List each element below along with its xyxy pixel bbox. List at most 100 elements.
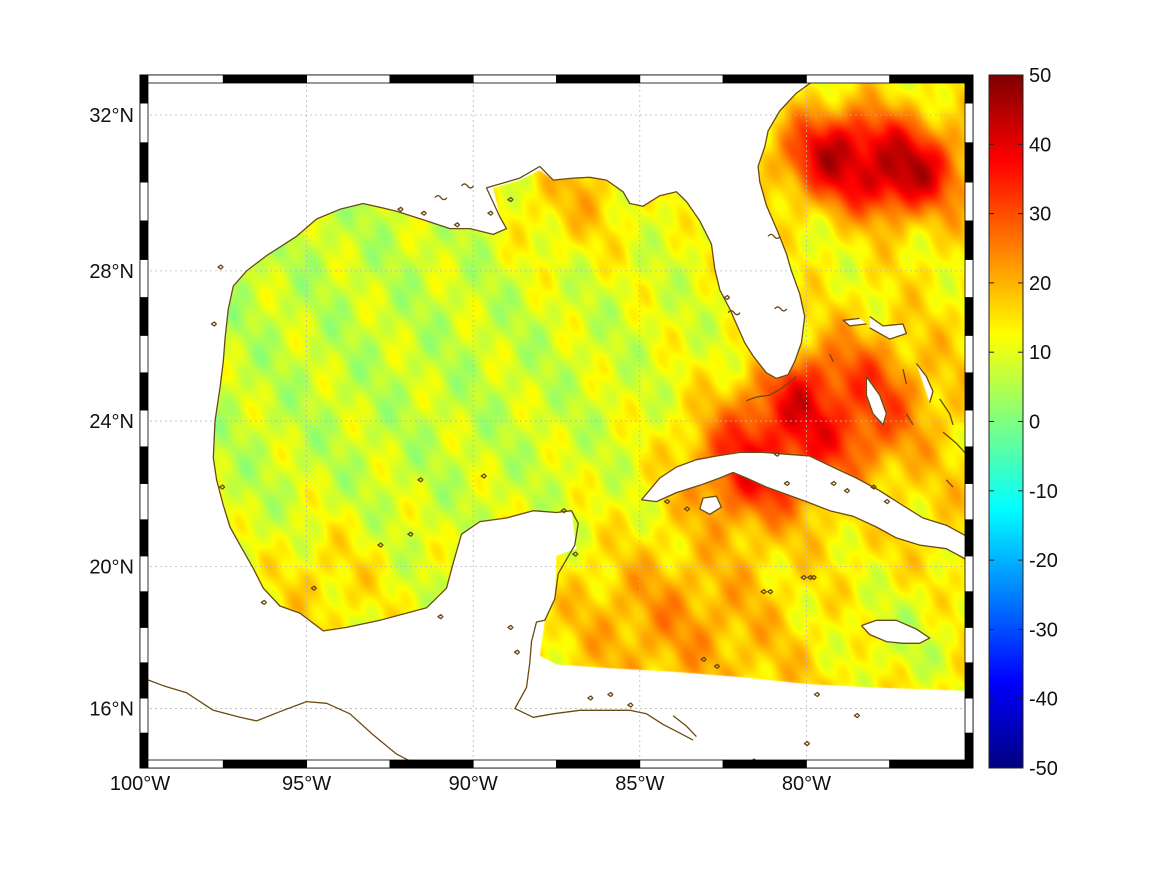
frame-segment	[139, 555, 149, 593]
coastline-bahamas-10	[945, 479, 954, 488]
small-island	[883, 498, 891, 505]
frame-segment	[389, 74, 474, 84]
small-island	[453, 222, 461, 228]
small-island	[310, 585, 317, 591]
frame-segment	[639, 759, 724, 769]
map-frame	[139, 74, 974, 769]
small-island	[800, 574, 807, 581]
frame-segment	[964, 220, 974, 260]
longitude-tick-label: 90°W	[449, 773, 498, 795]
frame-segment	[139, 519, 149, 557]
frame-segment	[139, 446, 149, 484]
longitude-tick-label: 85°W	[615, 773, 664, 795]
small-island	[377, 542, 384, 548]
colorbar-tick-label: 10	[1029, 342, 1051, 364]
small-island	[217, 264, 224, 270]
coastline-gulf-mexico	[212, 165, 694, 741]
small-island	[713, 663, 721, 669]
coastline-bahamas-6	[829, 353, 834, 362]
frame-segment	[964, 74, 974, 104]
small-island	[830, 480, 837, 487]
longitude-tick-label: 95°W	[282, 773, 331, 795]
small-island	[813, 691, 821, 698]
small-island	[607, 691, 614, 698]
frame-segment	[964, 555, 974, 593]
small-island	[587, 695, 594, 701]
frame-segment	[964, 142, 974, 183]
colorbar-tick-label: -10	[1029, 481, 1058, 503]
coastline	[140, 75, 973, 768]
frame-segment	[139, 483, 149, 521]
inland-water	[461, 183, 475, 189]
colorbar-tick-label: 40	[1029, 134, 1051, 156]
frame-segment	[964, 662, 974, 699]
frame-segment	[556, 759, 641, 769]
small-island	[663, 498, 671, 505]
colorbar-tick-label: 20	[1029, 273, 1051, 295]
frame-segment	[964, 626, 974, 664]
frame-segment	[964, 519, 974, 557]
small-island	[397, 206, 404, 212]
colorbar-tick-label: -30	[1029, 619, 1058, 641]
small-island	[767, 589, 774, 595]
frame-segment	[964, 372, 974, 411]
longitude-ticks: 100°W 95°W 90°W 85°W 80°W	[110, 773, 831, 795]
small-island	[760, 589, 767, 595]
frame-segment	[139, 297, 149, 336]
small-island	[417, 477, 424, 483]
inland-water	[774, 306, 788, 312]
frame-segment	[964, 446, 974, 484]
latitude-tick-label: 16°N	[89, 699, 134, 721]
frame-segment	[222, 74, 308, 84]
coastline-bahamas-9	[972, 461, 973, 463]
frame-segment	[139, 142, 149, 183]
small-island	[627, 702, 634, 708]
small-island	[843, 488, 851, 494]
frame-segment	[722, 759, 807, 769]
frame-segment	[139, 697, 149, 734]
colorbar-ticks: 50 40 30 20 10 0 -10 -20 -30 -40 -50	[989, 65, 1058, 780]
small-island	[487, 210, 494, 216]
small-island	[870, 484, 877, 490]
coastline-bahamas-7	[939, 398, 954, 425]
longitude-tick-label: 80°W	[782, 773, 831, 795]
latitude-tick-label: 24°N	[89, 411, 134, 433]
inland-water	[727, 310, 741, 316]
frame-segment	[139, 102, 149, 144]
frame-segment	[306, 759, 391, 769]
colorbar-tick-label: 30	[1029, 204, 1051, 226]
coastline-bahamas-2	[865, 376, 888, 426]
frame-segment	[389, 759, 474, 769]
frame-segment	[139, 759, 224, 769]
coastline-honduras	[672, 715, 697, 738]
coastline-bahamas-8	[905, 413, 914, 426]
small-island	[773, 451, 781, 457]
coastline-bahamas-5	[942, 431, 967, 455]
small-island	[700, 656, 707, 662]
graticule	[140, 75, 973, 768]
small-island	[807, 574, 814, 581]
frame-segment	[139, 662, 149, 699]
frame-segment	[472, 759, 557, 769]
coastline-isla-juventud	[699, 495, 723, 515]
frame-segment	[139, 626, 149, 664]
latitude-tick-label: 32°N	[89, 105, 134, 127]
colorbar-tick-label: -50	[1029, 758, 1058, 780]
latitude-ticks: 16°N 20°N 24°N 28°N 32°N	[89, 105, 134, 721]
coastline-bahamas-4	[915, 363, 934, 403]
small-island	[507, 624, 514, 631]
frame-segment	[964, 181, 974, 222]
colorbar-tick-label: 0	[1029, 412, 1040, 434]
frame-segment	[139, 259, 149, 298]
frame-segment	[556, 74, 641, 84]
frame-segment	[964, 697, 974, 734]
frame-segment	[806, 759, 891, 769]
coastline-jamaica	[860, 619, 931, 644]
small-island	[437, 614, 444, 620]
small-island	[560, 508, 567, 514]
frame-segment	[139, 591, 149, 628]
colorbar-tick-label: 50	[1029, 65, 1051, 87]
frame-segment	[964, 102, 974, 144]
coastline-pacific	[140, 676, 424, 768]
